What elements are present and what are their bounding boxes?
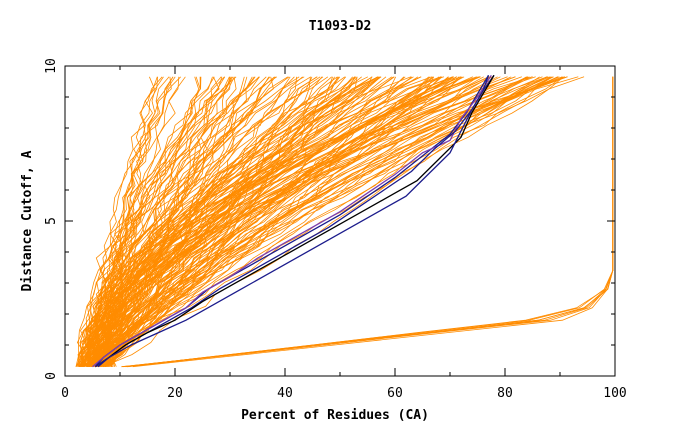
model-curve [96,76,226,367]
x-tick-label: 60 [387,386,403,401]
x-axis-label: Percent of Residues (CA) [241,408,429,423]
x-tick-label: 20 [167,386,183,401]
model-curve [105,76,579,367]
model-curve [106,76,551,367]
model-curve [87,76,233,368]
x-tick-label: 40 [277,386,293,401]
x-tick-label: 80 [497,386,513,401]
model-curve [104,76,454,367]
model-curve [109,76,174,367]
model-curve [81,76,235,367]
model-curve [103,76,481,368]
model-curve [88,76,200,367]
model-curve [123,76,614,368]
model-curve [105,76,329,367]
model-curve [77,76,231,367]
model-curve [86,76,554,367]
model-curve [101,76,297,368]
model-curve [84,76,393,367]
highlight-curve [94,74,495,368]
model-curve [81,76,338,368]
model-curve [87,76,434,368]
model-curve [99,76,245,368]
model-curve [83,76,201,368]
x-tick-label: 0 [61,386,69,401]
highlight-curve [94,75,490,368]
y-tick-label: 0 [44,372,59,380]
model-curve [88,76,432,367]
model-curve [95,76,552,367]
y-tick-label: 5 [44,217,59,225]
model-curve [85,76,215,367]
model-curve [93,76,163,367]
model-curve [93,76,422,367]
model-curves [75,76,614,368]
y-tick-label: 10 [44,58,59,74]
model-curve [89,76,527,367]
model-curve [89,76,223,367]
model-curve [102,76,558,368]
x-tick-label: 100 [603,386,626,401]
highlight-curve [92,74,492,368]
model-curve [96,76,255,368]
model-curve [86,76,213,367]
axis-ticks: 0 20 40 60 80 100 0 5 10 [44,58,627,401]
model-curve [96,76,431,367]
chart-title: T1093-D2 [309,19,372,34]
model-curve [82,76,414,367]
model-curve [111,76,463,367]
model-curve [103,76,563,367]
model-curve [86,76,379,367]
model-curve [98,76,358,367]
model-curve [100,76,373,367]
model-curve [98,76,201,367]
model-curve [79,76,181,367]
model-curve [94,76,220,368]
highlight-curves [92,74,495,368]
model-curve [78,76,512,367]
model-curve [83,76,564,368]
model-curve [107,76,260,367]
model-curve [85,76,394,367]
model-curve [99,76,237,368]
model-curve [110,76,443,367]
model-curve [91,76,270,367]
y-axis-label: Distance Cutoff, A [20,150,35,291]
